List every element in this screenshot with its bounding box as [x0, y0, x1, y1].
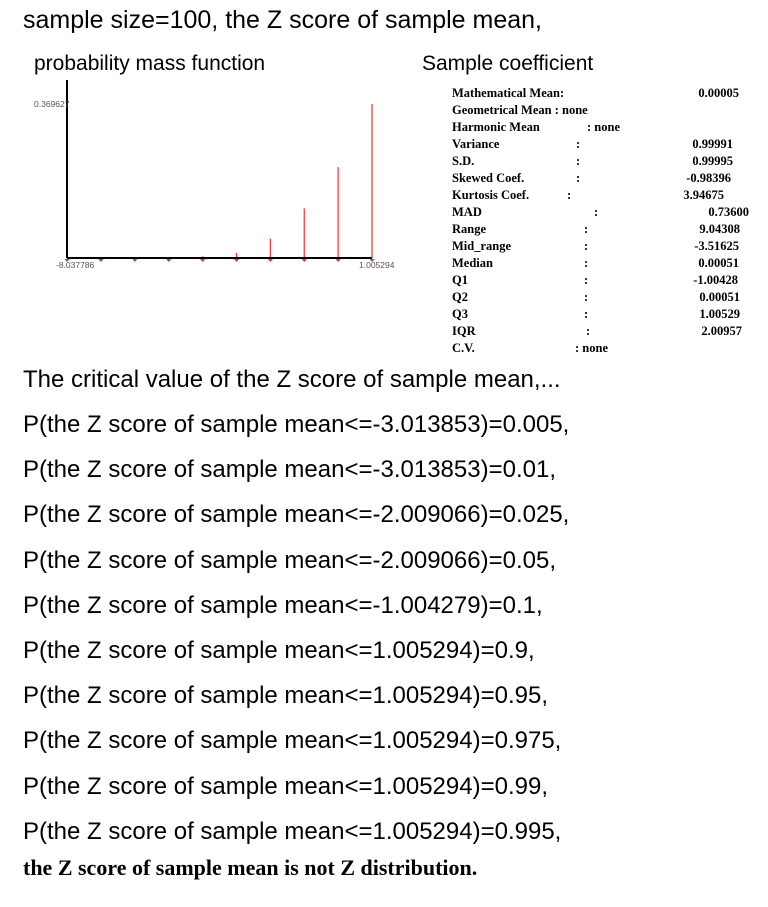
- stat-separator: :: [584, 239, 589, 253]
- pmf-marker-7: [301, 259, 307, 262]
- stat-label: Q1: [452, 273, 468, 287]
- stat-value: 0.00005: [698, 86, 739, 100]
- probability-line: P(the Z score of sample mean<=1.005294)=…: [23, 637, 535, 664]
- bars-layer: [64, 104, 375, 262]
- probability-line: P(the Z score of sample mean<=-3.013853)…: [23, 456, 556, 484]
- stat-label: S.D.: [452, 154, 475, 168]
- probability-line: P(the Z score of sample mean<=-2.009066)…: [23, 546, 556, 574]
- stat-separator: :: [584, 307, 589, 321]
- stat-label: Q2: [452, 290, 468, 304]
- stat-value: -0.98396: [686, 171, 731, 185]
- stat-label: Harmonic Mean: [452, 120, 540, 134]
- pmf-marker-1: [98, 259, 104, 262]
- stat-value: 0.00051: [698, 256, 739, 270]
- stat-label: Skewed Coef.: [452, 171, 525, 185]
- stat-value: 0.00051: [699, 290, 740, 304]
- stat-separator: : none: [587, 120, 620, 134]
- stat-value: -1.00428: [693, 273, 738, 287]
- stat-label: Kurtosis Coef.: [452, 188, 530, 202]
- stat-value: 3.94675: [683, 188, 724, 202]
- stat-separator: :: [567, 188, 572, 202]
- stat-label: Variance: [452, 137, 500, 151]
- probability-line: P(the Z score of sample mean<=-2.009066)…: [23, 501, 570, 529]
- pmf-chart: 0.369627 -8.037786 1.005294: [34, 80, 395, 270]
- pmf-marker-3: [166, 259, 172, 262]
- page-title: sample size=100, the Z score of sample m…: [23, 6, 543, 34]
- x-max-label: 1.005294: [359, 260, 395, 270]
- pmf-marker-8: [335, 259, 341, 262]
- stat-label: MAD: [452, 205, 482, 219]
- stat-separator: :: [584, 256, 589, 270]
- pmf-title: probability mass function: [34, 52, 266, 75]
- stat-value: 0.99995: [692, 154, 733, 168]
- stat-value: 0.99991: [692, 137, 733, 151]
- stat-label: Range: [452, 222, 487, 236]
- stat-value: 0.73600: [708, 205, 749, 219]
- stat-separator: :: [576, 171, 581, 185]
- y-tick-label: 0.369627: [34, 99, 70, 109]
- probability-line: P(the Z score of sample mean<=-3.013853)…: [23, 411, 570, 438]
- stat-label: Median: [452, 256, 493, 270]
- stat-label: Mid_range: [452, 239, 512, 253]
- probability-line: P(the Z score of sample mean<=1.005294)=…: [23, 682, 548, 710]
- stat-separator: :: [584, 273, 589, 287]
- probability-line: P(the Z score of sample mean<=1.005294)=…: [23, 727, 562, 755]
- pmf-marker-0: [64, 259, 70, 262]
- stat-separator: :: [586, 324, 591, 338]
- stat-separator: :: [576, 137, 581, 151]
- pmf-marker-9: [369, 259, 375, 262]
- stat-separator: :: [584, 222, 589, 236]
- pmf-marker-6: [267, 259, 273, 262]
- stat-label: Mathematical Mean:: [452, 86, 565, 100]
- stat-value: 2.00957: [701, 324, 742, 338]
- stat-label: IQR: [452, 324, 476, 338]
- pmf-marker-2: [132, 259, 138, 262]
- pmf-marker-4: [200, 259, 206, 262]
- stat-label: Geometrical Mean : none: [452, 103, 588, 117]
- stat-separator: :: [576, 154, 581, 168]
- stat-value: 1.00529: [699, 307, 740, 321]
- stat-label: Q3: [452, 307, 468, 321]
- x-min-label: -8.037786: [56, 260, 95, 270]
- critical-value-heading: The critical value of the Z score of sam…: [23, 366, 561, 393]
- stat-label: C.V.: [452, 341, 475, 355]
- probability-line: P(the Z score of sample mean<=1.005294)=…: [23, 817, 562, 845]
- stat-value: -3.51625: [694, 239, 739, 253]
- stat-separator: : none: [575, 341, 608, 355]
- pmf-marker-5: [233, 259, 239, 262]
- stat-value: 9.04308: [699, 222, 740, 236]
- probability-line: P(the Z score of sample mean<=-1.004279)…: [23, 591, 543, 619]
- stat-separator: :: [584, 290, 589, 304]
- conclusion-text: the Z score of sample mean is not Z dist…: [23, 855, 478, 880]
- stat-separator: :: [594, 205, 599, 219]
- probability-line: P(the Z score of sample mean<=1.005294)=…: [23, 772, 548, 800]
- coefficient-title: Sample coefficient: [422, 52, 594, 75]
